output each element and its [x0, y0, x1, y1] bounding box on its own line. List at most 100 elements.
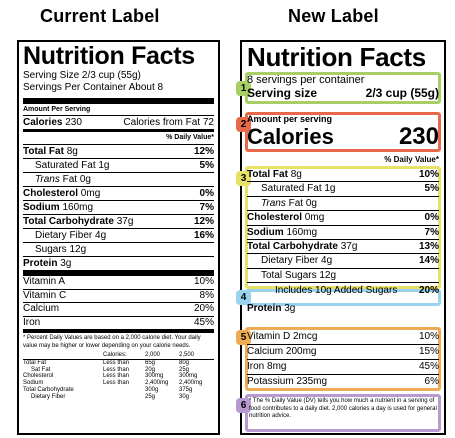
nutrient-amount: 12g [319, 269, 337, 281]
current-nutrient-row: Total Fat 8g 12% [23, 144, 214, 158]
nutrient-label-italic: Trans [261, 197, 286, 209]
nutrient-dv: 0% [424, 212, 439, 224]
calories-cell: Calories 230 [23, 116, 82, 129]
nutrient-dv: 12% [193, 216, 214, 227]
badge-2: 2 [236, 117, 251, 132]
current-vitamin-row: Vitamin A 10% [23, 276, 214, 289]
nutrient-amount: 37g [340, 241, 358, 253]
new-nutrient-row: Cholesterol 0mg 0% [247, 210, 439, 224]
footer-row: Total Carbohydrate 300g 375g [23, 387, 214, 394]
new-vitamin-list: Vitamin D 2mcg 10% Calcium 200mg 15% Iron 8m… [242, 330, 444, 389]
dv-header-text: % Daily Value* [166, 134, 214, 141]
nutrient-amount: 1g [98, 160, 110, 171]
current-nutrient-row: Saturated Fat 1g 5% [23, 158, 214, 172]
nutrient-amount: 1g [324, 183, 336, 195]
current-serving-size-text: Serving Size 2/3 cup (55g) [23, 70, 141, 81]
current-footer-table: Calories: 2,000 2,500 Total Fat Less than 65g… [23, 352, 214, 401]
badge-5: 5 [236, 330, 251, 345]
amount-text: Amount per serving [247, 114, 333, 124]
new-nutrient-row: Total Carbohydrate 37g 13% [247, 239, 439, 253]
vitamin-label: Calcium 200mg [247, 346, 317, 357]
highlight-box-5: 5 [236, 327, 441, 391]
nutrient-label: Dietary Fiber 4g [261, 254, 332, 267]
footer-head-cell: Calories: [103, 352, 127, 358]
nutrient-name: Dietary Fiber [261, 255, 319, 267]
nutrient-label: Saturated Fat 1g [35, 159, 110, 172]
nutrient-dv: 5% [424, 183, 439, 195]
nutrient-label: Total Carbohydrate 37g [23, 215, 133, 228]
divider [23, 115, 214, 116]
current-nutrient-row: Sugars 12g [23, 242, 214, 256]
footer-cell: 2,400mg [145, 380, 169, 387]
new-calories-block: Amount per serving Calories 230 [242, 114, 444, 149]
nutrient-dv: 12% [193, 146, 214, 157]
new-serving-size: Serving size 2/3 cup (55g) [242, 86, 444, 100]
vitamin-label: Iron [23, 316, 41, 328]
calories-from-fat: Calories from Fat 72 [123, 117, 214, 128]
nutrient-name: Total Carbohydrate [247, 241, 338, 253]
calories-value: 230 [398, 123, 439, 150]
footer-row: Cholesterol Less than 300mg 300mg [23, 373, 214, 380]
nutrient-name: Cholesterol [23, 188, 79, 199]
vitamin-label: Iron 8mg [247, 361, 287, 372]
nutrient-dv: 0% [199, 188, 214, 199]
footer-cell: Sat Fat [31, 366, 51, 373]
calories-label: Calories [247, 124, 334, 149]
vitamin-label: Vitamin D 2mcg [247, 331, 318, 342]
nutrient-label: Sugars 12g [35, 243, 86, 256]
serving-size-value: 2/3 cup (55g) [365, 86, 439, 100]
nutrient-dv: 5% [199, 160, 214, 171]
vitamin-label: Vitamin C [23, 289, 67, 301]
serving-size-label: Serving size [247, 86, 318, 100]
nutrient-name: Dietary Fiber [35, 230, 93, 241]
footer-head-cell: 2,000 [145, 352, 161, 358]
footer-row: Sodium Less than 2,400mg 2,400mg [23, 380, 214, 387]
nutrient-label-rest: Fat 0g [288, 197, 317, 209]
nutrient-name: Cholesterol [247, 212, 303, 224]
footer-cell: Less than [103, 359, 130, 366]
footer-cell: Sodium [23, 380, 44, 387]
nutrient-name: Saturated Fat [261, 183, 322, 195]
new-calories-row: Calories 230 [242, 124, 444, 149]
footer-cell: 80g [179, 359, 190, 366]
current-amount-per-serving: Amount Per Serving [23, 104, 214, 115]
current-serving-size: Serving Size 2/3 cup (55g) [23, 70, 214, 82]
footer-cell: 25g [145, 393, 156, 400]
vitamin-label: Potassium 235mg [247, 376, 328, 387]
current-dv-header: % Daily Value* [23, 132, 214, 144]
new-nutrient-row: Dietary Fiber 4g 14% [247, 253, 439, 267]
footer-head-row: Calories: 2,000 2,500 [23, 352, 214, 360]
nutrient-label: Cholesterol 0mg [247, 211, 324, 224]
nutrient-dv: 14% [418, 255, 439, 267]
nutrient-amount: 3g [60, 258, 72, 269]
footer-cell: Less than [103, 380, 130, 387]
amount-text: Amount Per Serving [23, 106, 91, 113]
current-nutrient-row: Dietary Fiber 4g 16% [23, 228, 214, 242]
highlight-box-1: 1 [236, 72, 441, 104]
divider [23, 129, 214, 132]
nutrient-amount: 0mg [304, 212, 325, 224]
current-servings: Servings Per Container About 8 [23, 82, 214, 94]
current-nutrient-row: Sodium 160mg 7% [23, 200, 214, 214]
new-label-panel: Nutrition Facts 1 8 servings per contain… [236, 40, 446, 435]
highlight-box-6: 6 [236, 394, 441, 432]
vitamin-label: Calcium [23, 303, 60, 314]
new-footnote: * The % Daily Value (DV) tells you how m… [249, 398, 437, 419]
new-title: Nutrition Facts [247, 42, 426, 72]
vitamin-dv: 8% [199, 289, 214, 301]
nutrient-amount: 37g [116, 216, 134, 227]
badge-4: 4 [236, 290, 251, 305]
vitamin-dv: 6% [424, 376, 439, 387]
footer-row: Dietary Fiber 25g 30g [23, 394, 214, 401]
nutrient-name: Protein [23, 258, 58, 269]
nutrient-amount: 4g [321, 255, 333, 267]
nutrient-amount: 3g [284, 303, 296, 315]
nutrient-dv: 7% [199, 202, 214, 213]
highlight-box-4: 4 [236, 289, 441, 306]
nutrient-dv: 20% [418, 285, 439, 297]
nutrient-label: Sodium 160mg [247, 226, 317, 239]
footer-head-cell: 2,500 [179, 352, 195, 358]
dv-header-text: % Daily Value* [384, 155, 439, 164]
vitamin-dv: 45% [193, 316, 214, 328]
footer-cell: 300mg [179, 373, 198, 380]
